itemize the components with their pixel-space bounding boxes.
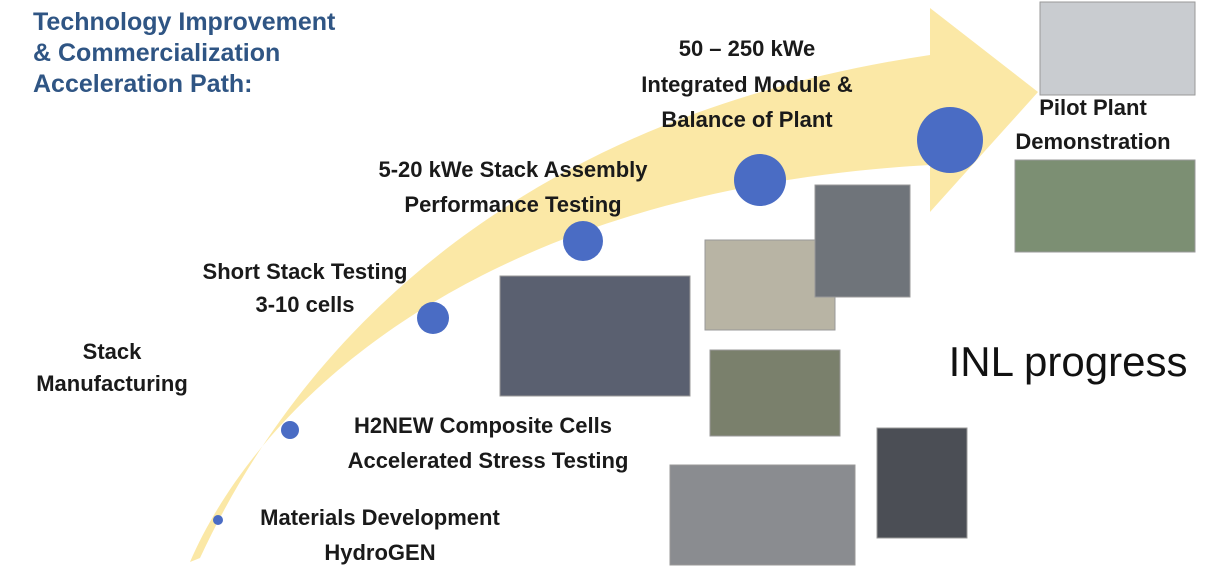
stage-dot [281,421,299,439]
stage-label: 3-10 cells [255,292,354,317]
stage-label: Performance Testing [404,192,621,217]
photo [877,428,967,538]
stage-label: Short Stack Testing [203,259,408,284]
stage-label: H2NEW Composite Cells [354,413,612,438]
title-line: & Commercialization [33,39,280,67]
title-line: Acceleration Path: [33,70,253,98]
stage-label: Demonstration [1015,129,1170,154]
stage-label: Manufacturing [36,371,188,396]
slide: Technology Improvement & Commercializati… [0,0,1226,567]
stage-label: Accelerated Stress Testing [348,448,629,473]
photo [815,185,910,297]
photo [500,276,690,396]
stage-label: Pilot Plant [1039,95,1147,120]
stage-label: Balance of Plant [661,107,833,132]
stage-label: Integrated Module & [641,72,853,97]
annotation: INL progress [949,338,1188,385]
stage-dot [734,154,786,206]
stage-dot [213,515,223,525]
photo [670,465,855,565]
stage-dot [417,302,449,334]
stage-dot [917,107,983,173]
stage-label: 50 – 250 kWe [679,36,816,61]
title-line: Technology Improvement [33,8,336,36]
stage-label: Stack [83,339,142,364]
stage-label: Materials Development [260,505,500,530]
photo [1015,160,1195,252]
stage-label: HydroGEN [324,540,435,565]
stage-label: 5-20 kWe Stack Assembly [378,157,648,182]
photo [1040,2,1195,95]
photo [710,350,840,436]
stage-dot [563,221,603,261]
